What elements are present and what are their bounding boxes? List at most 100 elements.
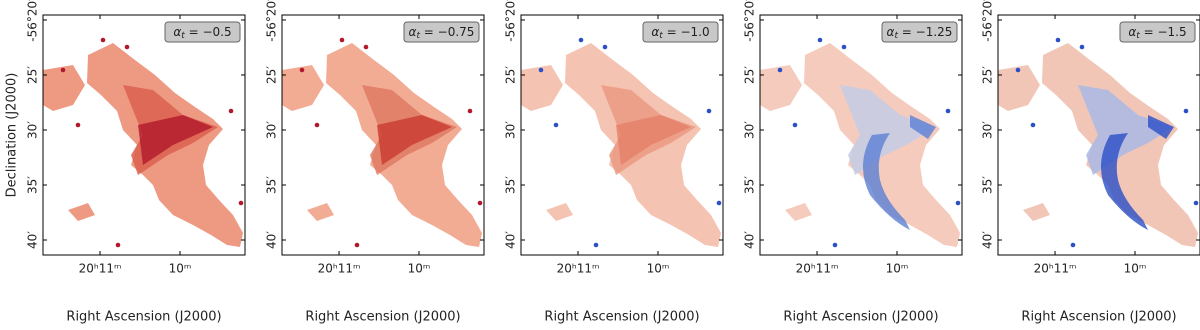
annotation-symbol: α: [1128, 25, 1136, 39]
nebula-core: [1078, 85, 1173, 175]
point-source: [115, 242, 121, 248]
point-source: [1015, 67, 1021, 73]
point-source: [299, 67, 305, 73]
annotation-symbol: α: [173, 25, 181, 39]
point-source: [228, 108, 234, 114]
x-tick-label: 10ᵐ: [647, 262, 670, 276]
annotation: αt = −1.0: [651, 25, 709, 41]
sky-image: [760, 37, 961, 248]
annotation-subscript: t: [894, 31, 898, 41]
x-axis-label: Right Ascension (J2000): [305, 310, 460, 325]
point-source: [1030, 122, 1036, 128]
y-tick-label: 40′: [265, 231, 279, 249]
annotation-text: = −1.5: [1140, 25, 1187, 39]
y-tick-label: 35′: [504, 176, 518, 194]
axes-frame: [520, 14, 724, 256]
y-axis-label: Declination (J2000): [5, 73, 20, 198]
y-tick-label: 30′: [26, 121, 40, 139]
y-tick-label: -56°20′: [504, 0, 518, 42]
y-tick-label: 30′: [504, 121, 518, 139]
annotation-text: = −1.0: [663, 25, 710, 39]
y-tick-label: -56°20′: [26, 0, 40, 42]
x-tick-label: 10ᵐ: [169, 262, 192, 276]
sky-image: [521, 37, 722, 248]
point-source: [706, 108, 712, 114]
x-axis-label: Right Ascension (J2000): [1021, 310, 1176, 325]
point-source: [841, 44, 847, 50]
y-tick-label: 30′: [743, 121, 757, 139]
point-source: [955, 200, 961, 206]
axes-frame: [759, 14, 963, 256]
annotation-subscript: t: [659, 31, 663, 41]
y-tick-label: 35′: [981, 176, 995, 194]
y-tick-label: 35′: [743, 176, 757, 194]
annotation-subscript: t: [1136, 31, 1140, 41]
x-axis-label: Right Ascension (J2000): [66, 310, 221, 325]
sky-image: [282, 37, 483, 248]
panel: -56°20′ 25′ 30′ 35′ 40′ 20ʰ11ᵐ 10ᵐ Right Ascens…: [981, 0, 1200, 325]
panel: -56°20′ 25′ 30′ 35′ 40′ 20ʰ11ᵐ 10ᵐ Right Ascens…: [265, 0, 485, 325]
x-tick-label: 20ʰ11ᵐ: [796, 262, 839, 276]
annotation-symbol: α: [651, 25, 659, 39]
axes-frame: [997, 14, 1200, 256]
point-source: [339, 37, 345, 43]
x-tick-label: 10ᵐ: [1124, 262, 1147, 276]
y-tick-label: 35′: [265, 176, 279, 194]
point-source: [60, 67, 66, 73]
y-tick-label: 35′: [26, 176, 40, 194]
point-source: [100, 37, 106, 43]
annotation-text: = −1.25: [898, 25, 952, 39]
y-tick-label: 25′: [26, 66, 40, 84]
point-source: [354, 242, 360, 248]
annotation-subscript: t: [181, 31, 185, 41]
y-tick-label: 40′: [981, 231, 995, 249]
annotation-symbol: α: [409, 25, 417, 39]
point-source: [314, 122, 320, 128]
annotation-text: = −0.5: [185, 25, 232, 39]
point-source: [832, 242, 838, 248]
annotation-box: [403, 21, 480, 43]
nebula-feature: [138, 115, 213, 165]
nebula-core: [840, 85, 935, 175]
y-tick-label: 25′: [743, 66, 757, 84]
annotation-box: [642, 21, 719, 43]
x-tick-label: 20ʰ11ᵐ: [1034, 262, 1077, 276]
point-source: [1070, 242, 1076, 248]
point-source: [593, 242, 599, 248]
panel: -56°20′ 25′ 30′ 35′ 40′ 20ʰ11ᵐ 10ᵐ Right Ascens…: [5, 0, 246, 325]
point-source: [363, 44, 369, 50]
point-source: [945, 108, 951, 114]
point-source: [238, 200, 244, 206]
y-tick-label: 30′: [265, 121, 279, 139]
nebula-feature: [377, 115, 452, 165]
y-tick-label: -56°20′: [265, 0, 279, 42]
point-source: [792, 122, 798, 128]
x-axis-label: Right Ascension (J2000): [783, 310, 938, 325]
point-source: [538, 67, 544, 73]
nebula-feature: [616, 115, 691, 165]
x-tick-label: 20ʰ11ᵐ: [557, 262, 600, 276]
x-tick-label: 20ʰ11ᵐ: [318, 262, 361, 276]
point-source: [75, 122, 81, 128]
annotation-box: [164, 21, 241, 43]
y-tick-label: 30′: [981, 121, 995, 139]
point-source: [716, 200, 722, 206]
point-source: [553, 122, 559, 128]
nebula-feature: [862, 115, 936, 230]
x-tick-label: 10ᵐ: [886, 262, 909, 276]
sky-image: [43, 37, 244, 248]
point-source: [124, 44, 130, 50]
sky-image: [998, 37, 1199, 248]
y-tick-label: 25′: [265, 66, 279, 84]
annotation: αt = −0.5: [173, 25, 231, 41]
point-source: [1193, 200, 1199, 206]
y-tick-label: 40′: [743, 231, 757, 249]
x-tick-label: 20ʰ11ᵐ: [79, 262, 122, 276]
y-tick-label: 40′: [504, 231, 518, 249]
point-source: [578, 37, 584, 43]
annotation-text: = −0.75: [420, 25, 474, 39]
panel: -56°20′ 25′ 30′ 35′ 40′ 20ʰ11ᵐ 10ᵐ Right Ascens…: [504, 0, 724, 325]
y-tick-label: -56°20′: [743, 0, 757, 42]
y-tick-label: 40′: [26, 231, 40, 249]
